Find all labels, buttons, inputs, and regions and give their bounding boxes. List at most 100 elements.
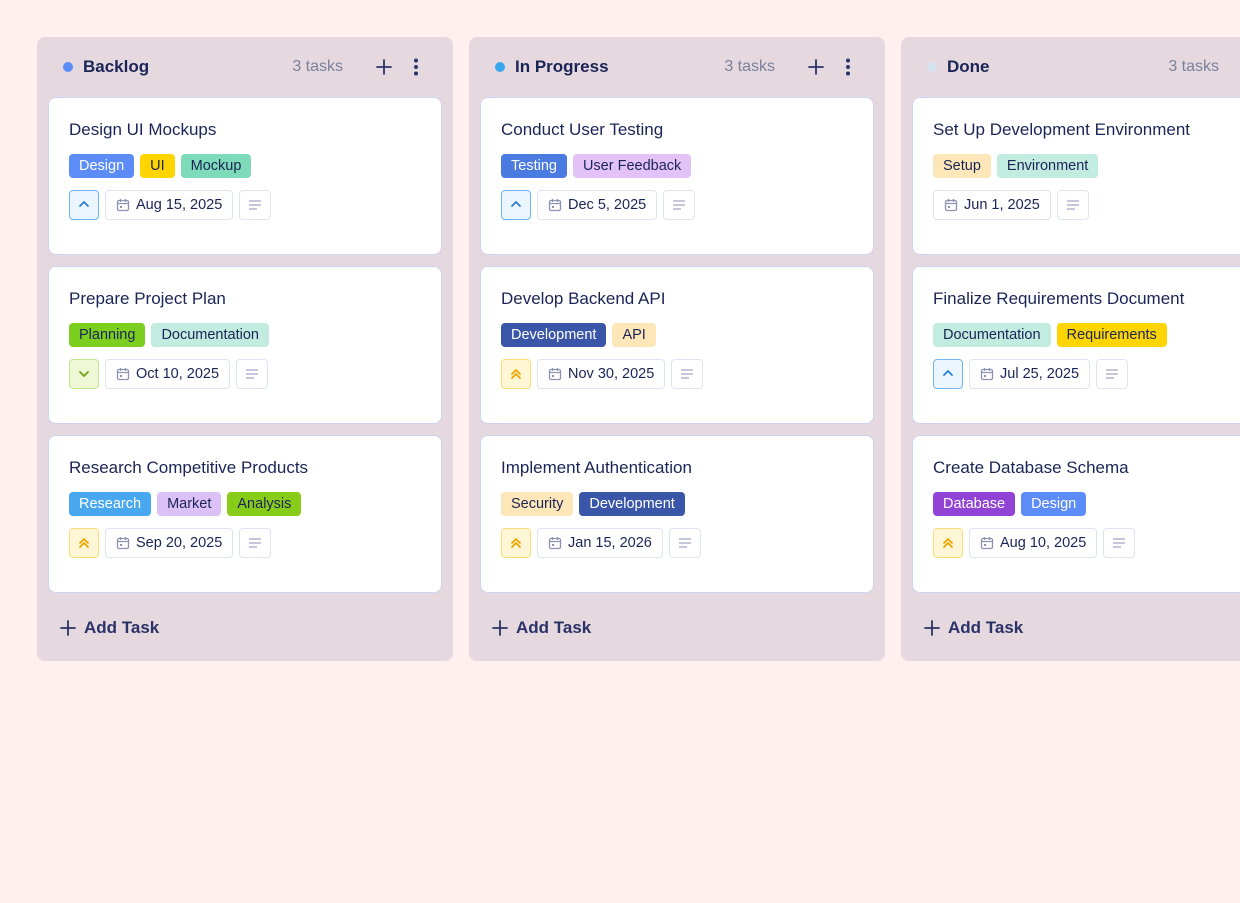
- task-card[interactable]: Design UI Mockups Design UI Mockup Aug 15,…: [48, 97, 442, 255]
- description-icon: [246, 369, 259, 379]
- tag: Design: [69, 154, 135, 178]
- description-button[interactable]: [239, 528, 272, 558]
- add-task-label: Add Task: [516, 618, 592, 637]
- description-icon: [1113, 538, 1126, 548]
- column-done: Done 3 tasks Set Up Development Environm…: [901, 37, 1240, 661]
- due-date-button[interactable]: Jan 15, 2026: [537, 528, 663, 558]
- task-meta: Aug 15, 2025: [69, 190, 421, 220]
- description-icon: [1066, 200, 1079, 210]
- chevron-up-icon: [511, 201, 521, 207]
- column-header: In Progress 3 tasks: [480, 37, 874, 97]
- priority-button[interactable]: [933, 359, 963, 389]
- task-card[interactable]: Develop Backend API Development API Nov 3…: [480, 266, 874, 424]
- due-date-button[interactable]: Nov 30, 2025: [537, 359, 666, 389]
- task-card[interactable]: Prepare Project Plan Planning Documentati…: [48, 266, 442, 424]
- task-meta: Aug 10, 2025: [933, 528, 1221, 558]
- priority-button[interactable]: [69, 528, 99, 558]
- plus-icon: [924, 620, 940, 636]
- priority-button[interactable]: [501, 190, 531, 220]
- tag: Setup: [933, 154, 991, 178]
- column-in-progress: In Progress 3 tasks Conduct User Testing…: [469, 37, 885, 661]
- task-card[interactable]: Finalize Requirements Document Documenta…: [912, 266, 1240, 424]
- description-icon: [249, 200, 262, 210]
- add-icon[interactable]: [373, 56, 395, 78]
- double-chevron-up-icon: [79, 538, 89, 548]
- chevron-down-icon: [79, 371, 89, 377]
- add-icon[interactable]: [805, 56, 827, 78]
- task-title: Research Competitive Products: [69, 458, 309, 477]
- tag: Security: [501, 492, 574, 516]
- tag: Design: [1021, 492, 1087, 516]
- plus-icon: [492, 620, 508, 636]
- calendar-icon: [116, 537, 130, 550]
- task-meta: Dec 5, 2025: [501, 190, 853, 220]
- description-button[interactable]: [1096, 359, 1129, 389]
- due-date-button[interactable]: Jun 1, 2025: [933, 190, 1051, 220]
- task-card[interactable]: Conduct User Testing Testing User Feedbac…: [480, 97, 874, 255]
- tag: User Feedback: [572, 154, 692, 178]
- tag: API: [612, 323, 656, 347]
- tag-list: Database Design: [933, 492, 1221, 516]
- task-card[interactable]: Research Competitive Products Research Ma…: [48, 435, 442, 593]
- priority-button[interactable]: [69, 190, 99, 220]
- tag-list: Testing User Feedback: [501, 154, 853, 178]
- due-date-button[interactable]: Jul 25, 2025: [969, 359, 1091, 389]
- status-dot: [495, 62, 505, 72]
- task-title: Develop Backend API: [501, 289, 666, 308]
- task-count: 3 tasks: [724, 58, 775, 75]
- chevron-up-icon: [79, 201, 89, 207]
- tag-list: Research Market Analysis: [69, 492, 421, 516]
- more-options-icon[interactable]: [837, 56, 859, 78]
- description-button[interactable]: [671, 359, 704, 389]
- task-title: Set Up Development Environment: [933, 120, 1191, 139]
- due-date-button[interactable]: Dec 5, 2025: [537, 190, 658, 220]
- tag: Analysis: [227, 492, 302, 516]
- priority-button[interactable]: [933, 528, 963, 558]
- column-title: Done: [947, 57, 990, 76]
- calendar-icon: [548, 368, 562, 381]
- double-chevron-up-icon: [943, 538, 953, 548]
- add-task-button[interactable]: Add Task: [912, 604, 1240, 652]
- tag: Documentation: [933, 323, 1051, 347]
- due-date: Nov 30, 2025: [568, 366, 655, 382]
- double-chevron-up-icon: [511, 369, 521, 379]
- tag: Documentation: [151, 323, 269, 347]
- description-button[interactable]: [1056, 190, 1089, 220]
- description-button[interactable]: [236, 359, 269, 389]
- priority-button[interactable]: [501, 528, 531, 558]
- priority-button[interactable]: [69, 359, 99, 389]
- task-meta: Jun 1, 2025: [933, 190, 1221, 220]
- column-title: In Progress: [515, 57, 609, 76]
- tag: UI: [140, 154, 175, 178]
- add-task-button[interactable]: Add Task: [480, 604, 874, 652]
- task-title: Conduct User Testing: [501, 120, 664, 139]
- tag-list: Planning Documentation: [69, 323, 421, 347]
- column-title: Backlog: [83, 57, 150, 76]
- description-button[interactable]: [663, 190, 696, 220]
- task-title: Design UI Mockups: [69, 120, 217, 139]
- calendar-icon: [944, 199, 958, 212]
- due-date-button[interactable]: Oct 10, 2025: [105, 359, 231, 389]
- due-date-button[interactable]: Aug 10, 2025: [969, 528, 1098, 558]
- description-icon: [673, 200, 686, 210]
- description-button[interactable]: [1103, 528, 1136, 558]
- task-card[interactable]: Implement Authentication Security Develop…: [480, 435, 874, 593]
- due-date: Jun 1, 2025: [964, 197, 1040, 213]
- due-date-button[interactable]: Sep 20, 2025: [105, 528, 234, 558]
- more-options-icon[interactable]: [405, 56, 427, 78]
- tag: Testing: [501, 154, 567, 178]
- priority-button[interactable]: [501, 359, 531, 389]
- description-button[interactable]: [239, 190, 272, 220]
- description-button[interactable]: [668, 528, 701, 558]
- due-date: Aug 10, 2025: [1000, 535, 1087, 551]
- task-card[interactable]: Create Database Schema Database Design Au…: [912, 435, 1240, 593]
- tag: Database: [933, 492, 1016, 516]
- chevron-up-icon: [943, 370, 953, 376]
- due-date: Sep 20, 2025: [136, 535, 223, 551]
- add-task-button[interactable]: Add Task: [48, 604, 442, 652]
- due-date-button[interactable]: Aug 15, 2025: [105, 190, 234, 220]
- task-card[interactable]: Set Up Development Environment Setup Envi…: [912, 97, 1240, 255]
- column-backlog: Backlog 3 tasks Design UI Mockups Design…: [37, 37, 453, 661]
- tag-list: Design UI Mockup: [69, 154, 421, 178]
- add-task-label: Add Task: [84, 618, 160, 637]
